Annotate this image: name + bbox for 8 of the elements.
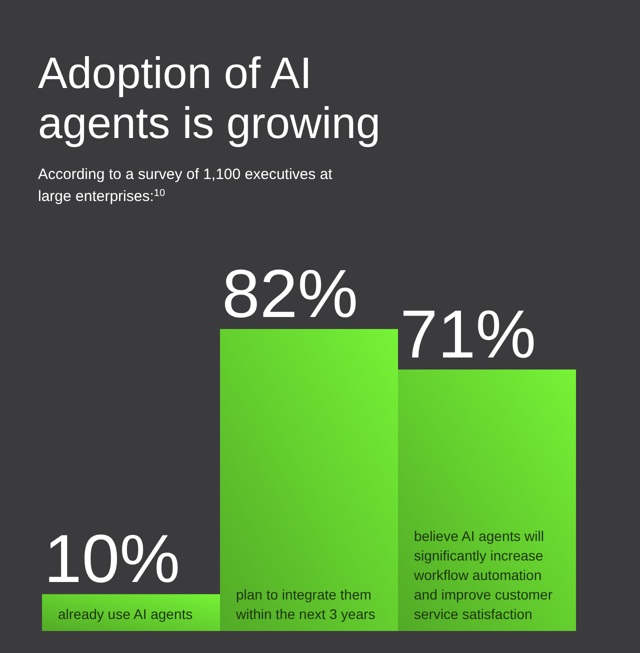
x-tick-label: believe AI agents will significantly increase workflow automation and improve customer service satisfaction: [413, 528, 553, 622]
chart-subtitle: According to a survey of 1,100 executives at large enterprises:$^{10}$: [38, 166, 336, 205]
data-label: 82%: [222, 256, 358, 332]
data-label: 71%: [400, 296, 536, 373]
chart-title: Adoption of AI agents is growing: [38, 49, 380, 148]
data-label: 10%: [44, 521, 180, 598]
x-tick-label: plan to integrate them within the next 3 years: [235, 586, 376, 622]
x-tick-label: already use AI agents: [58, 606, 193, 622]
